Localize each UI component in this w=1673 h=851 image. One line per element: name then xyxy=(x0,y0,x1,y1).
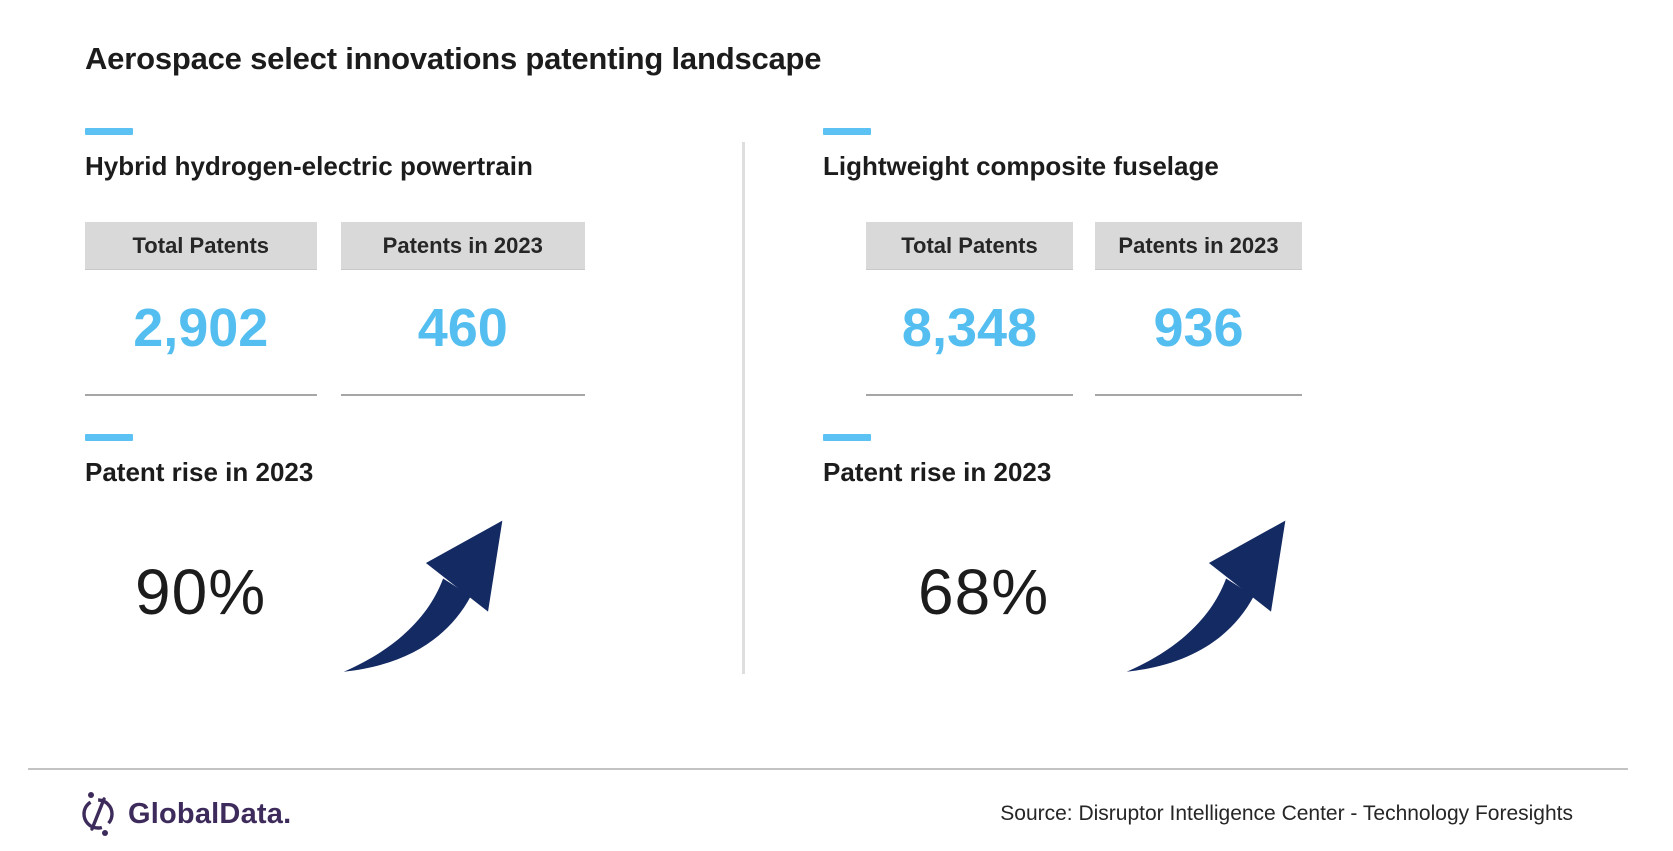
panel-heading: Hybrid hydrogen-electric powertrain xyxy=(85,151,533,181)
rise-value: 90% xyxy=(135,556,267,628)
globaldata-logo-icon xyxy=(82,792,114,836)
accent-dash xyxy=(823,434,871,441)
rise-row: 90% xyxy=(85,502,585,682)
rise-value: 68% xyxy=(918,556,1050,628)
stat-underline xyxy=(1095,394,1302,396)
stat-value: 8,348 xyxy=(901,298,1038,358)
vertical-divider xyxy=(742,142,745,674)
accent-dash xyxy=(85,434,133,441)
page-title: Aerospace select innovations patenting l… xyxy=(85,41,822,76)
footer-divider xyxy=(28,768,1628,770)
stats-row: Total Patents 8,348 Patents in 2023 936 xyxy=(866,222,1323,396)
stat-total-patents: Total Patents 8,348 xyxy=(866,222,1073,396)
panels-row: Hybrid hydrogen-electric powertrain Tota… xyxy=(85,128,1673,682)
globaldata-logo-text: GlobalData. xyxy=(128,797,292,830)
globaldata-logo: GlobalData. xyxy=(78,790,291,838)
panel-heading: Lightweight composite fuselage xyxy=(823,151,1219,181)
stat-label: Patents in 2023 xyxy=(1095,222,1302,270)
stat-underline xyxy=(340,394,585,396)
stat-label: Total Patents xyxy=(85,222,317,270)
source-text: Source: Disruptor Intelligence Center - … xyxy=(1000,802,1573,825)
rise-row: 68% xyxy=(868,502,1323,682)
accent-dash xyxy=(85,128,133,135)
rise-heading: Patent rise in 2023 xyxy=(823,457,1052,487)
stat-underline xyxy=(85,394,317,396)
stat-patents-2023: Patents in 2023 460 xyxy=(340,222,585,396)
footer: GlobalData. Source: Disruptor Intelligen… xyxy=(78,790,1573,838)
panel-composite-fuselage: Lightweight composite fuselage Total Pat… xyxy=(823,128,1323,682)
stat-total-patents: Total Patents 2,902 xyxy=(85,222,317,396)
stat-patents-2023: Patents in 2023 936 xyxy=(1095,222,1302,396)
stat-label: Total Patents xyxy=(866,222,1073,270)
panel-hybrid-powertrain: Hybrid hydrogen-electric powertrain Tota… xyxy=(85,128,585,682)
accent-dash xyxy=(823,128,871,135)
rise-arrow-icon xyxy=(343,520,503,672)
rise-arrow-icon xyxy=(1126,520,1286,672)
stat-value: 2,902 xyxy=(133,298,269,358)
stat-value: 936 xyxy=(1153,298,1244,358)
stats-row: Total Patents 2,902 Patents in 2023 460 xyxy=(85,222,585,396)
rise-heading: Patent rise in 2023 xyxy=(85,457,314,487)
stat-label: Patents in 2023 xyxy=(340,222,585,270)
stat-value: 460 xyxy=(417,298,508,358)
stat-underline xyxy=(866,394,1073,396)
